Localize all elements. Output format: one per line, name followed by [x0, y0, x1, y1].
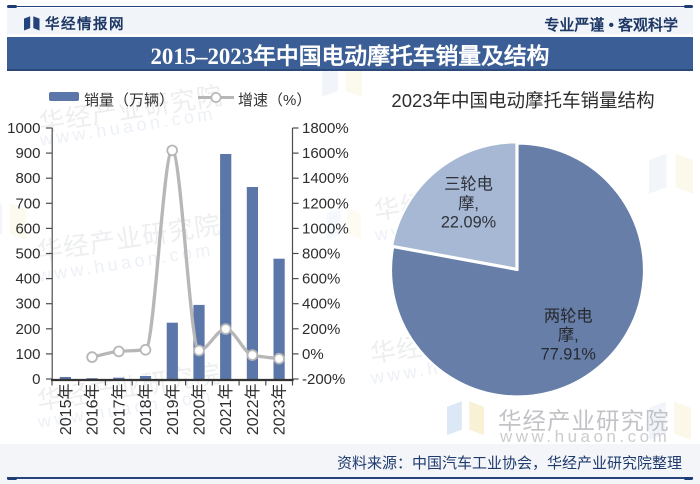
svg-text:三轮电: 三轮电: [444, 176, 493, 194]
svg-text:200%: 200%: [302, 321, 340, 338]
svg-text:800%: 800%: [302, 246, 340, 263]
svg-text:2016年: 2016年: [84, 384, 102, 436]
svg-text:700: 700: [15, 195, 40, 212]
svg-text:500: 500: [15, 246, 40, 263]
svg-text:摩,: 摩,: [458, 195, 479, 213]
svg-text:400%: 400%: [302, 296, 340, 313]
svg-text:2021年: 2021年: [217, 384, 235, 436]
svg-text:1200%: 1200%: [302, 195, 349, 212]
svg-text:1600%: 1600%: [302, 145, 349, 162]
svg-text:900: 900: [15, 145, 40, 162]
svg-text:77.91%: 77.91%: [541, 346, 596, 364]
svg-text:2023年: 2023年: [271, 384, 289, 436]
svg-text:400: 400: [15, 271, 40, 288]
svg-text:800: 800: [15, 170, 40, 187]
svg-text:1000%: 1000%: [302, 220, 349, 237]
svg-text:100: 100: [15, 346, 40, 363]
svg-text:2017年: 2017年: [110, 384, 128, 436]
svg-text:600: 600: [15, 220, 40, 237]
svg-text:2019年: 2019年: [164, 384, 182, 436]
svg-text:2020年: 2020年: [191, 384, 209, 436]
svg-text:22.09%: 22.09%: [441, 214, 496, 232]
svg-text:2015年: 2015年: [57, 384, 75, 436]
svg-text:600%: 600%: [302, 271, 340, 288]
svg-text:0%: 0%: [302, 346, 324, 363]
svg-text:1400%: 1400%: [302, 170, 349, 187]
svg-text:两轮电: 两轮电: [544, 308, 593, 326]
svg-text:2022年: 2022年: [244, 384, 262, 436]
svg-text:200: 200: [15, 321, 40, 338]
svg-text:1800%: 1800%: [302, 120, 349, 137]
svg-text:摩,: 摩,: [558, 327, 579, 345]
svg-text:1000: 1000: [7, 120, 40, 137]
svg-text:0: 0: [32, 371, 40, 388]
svg-text:300: 300: [15, 296, 40, 313]
svg-text:2018年: 2018年: [137, 384, 155, 436]
svg-text:2023年中国电动摩托车销量结构: 2023年中国电动摩托车销量结构: [391, 90, 654, 111]
svg-text:-200%: -200%: [302, 371, 345, 388]
